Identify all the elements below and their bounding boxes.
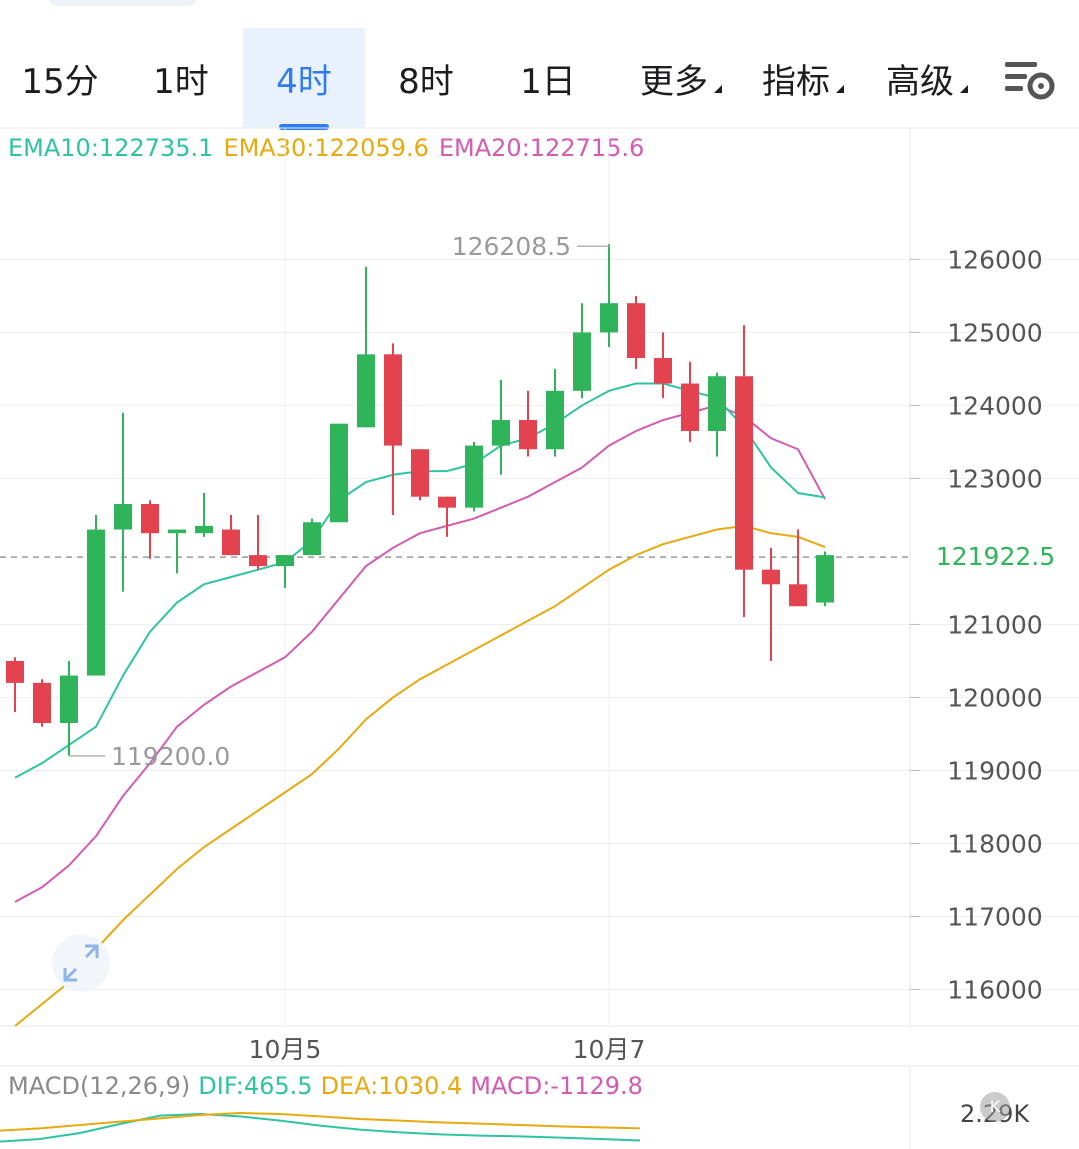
timeframe-tabs: 15分 1时 4时 8时 1日 更多 指标 高级 [0, 28, 1079, 130]
candle-body [492, 420, 510, 446]
candle-body [249, 555, 267, 567]
y-tick-label: 121000 [947, 610, 1042, 639]
candle-body [6, 660, 24, 683]
tab-4h[interactable]: 4时 [243, 28, 365, 130]
candle-body [816, 555, 834, 603]
y-tick-label: 119000 [947, 756, 1042, 785]
y-tick-label: 116000 [947, 975, 1042, 1004]
candle-body [573, 332, 591, 391]
tab-1h[interactable]: 1时 [120, 28, 242, 128]
tab-label: 1日 [520, 61, 576, 102]
candle-body [708, 376, 726, 431]
top-bar-stub [48, 0, 198, 6]
candle-body [357, 354, 375, 428]
ema30-label: EMA30:122059.6 [223, 134, 429, 162]
candle-body [519, 420, 537, 450]
fullscreen-button[interactable] [52, 934, 110, 992]
candle-body [411, 449, 429, 497]
dropdown-caret-icon [836, 85, 844, 93]
y-tick-label: 123000 [947, 464, 1042, 493]
candle-body [276, 555, 294, 567]
candle-body [141, 503, 159, 534]
candle-body [33, 682, 51, 724]
tab-label: 15分 [21, 61, 99, 102]
ema-legend: EMA10:122735.1 EMA30:122059.6 EMA20:122715… [8, 134, 654, 162]
candle-body [546, 390, 564, 450]
candle-body [735, 376, 753, 570]
active-tab-indicator [279, 124, 329, 130]
high-marker-label: 126208.5 [452, 232, 571, 261]
last-price-label: 121922.5 [912, 540, 1079, 574]
macd-params-label: MACD(12,26,9) [8, 1072, 191, 1100]
candle-body [87, 529, 105, 676]
candle-body [654, 357, 672, 384]
y-tick-label: 124000 [947, 391, 1042, 420]
tab-label: 8时 [398, 61, 454, 102]
dropdown-caret-icon [714, 85, 722, 93]
candle-body [330, 423, 348, 523]
y-tick-label: 118000 [947, 829, 1042, 858]
candle-body [681, 383, 699, 431]
chart-settings-button[interactable] [1003, 58, 1057, 102]
x-tick-label: 10月7 [573, 1035, 646, 1064]
candle-body [195, 525, 213, 534]
y-tick-label: 117000 [947, 902, 1042, 931]
candle-body [438, 496, 456, 508]
ema30-line [14, 524, 826, 1027]
candle-body [627, 303, 645, 358]
tab-15m[interactable]: 15分 [0, 28, 120, 128]
tab-indicators[interactable]: 指标 [742, 28, 864, 128]
candle-body [303, 522, 321, 556]
kline-badge[interactable]: K [980, 1092, 1010, 1122]
candle-body [465, 445, 483, 508]
tab-1d[interactable]: 1日 [487, 28, 609, 128]
tab-advanced[interactable]: 高级 [866, 28, 988, 128]
tab-8h[interactable]: 8时 [365, 28, 487, 128]
candle-body [600, 303, 618, 333]
candle-body [762, 569, 780, 585]
ema10-line [14, 382, 826, 779]
macd-dea-line [0, 1111, 641, 1132]
candle-body [789, 584, 807, 607]
macd-dif-label: DIF:465.5 [198, 1072, 313, 1100]
ema20-label: EMA20:122715.6 [438, 134, 645, 162]
tab-label: 指标 [762, 61, 830, 102]
tab-label: 1时 [153, 61, 209, 102]
y-tick-label: 126000 [947, 245, 1042, 274]
tab-more[interactable]: 更多 [620, 28, 742, 128]
macd-legend: MACD(12,26,9) DIF:465.5 DEA:1030.4 MACD:-11… [8, 1072, 651, 1100]
macd-dea-label: DEA:1030.4 [320, 1072, 463, 1100]
y-tick-label: 125000 [947, 318, 1042, 347]
candle-body [168, 529, 186, 534]
tab-label: 高级 [886, 61, 954, 102]
x-tick-label: 10月5 [249, 1035, 322, 1064]
expand-arrows-icon [63, 944, 99, 982]
tab-label: 4时 [276, 61, 332, 102]
tab-label: 更多 [640, 61, 708, 102]
candle-body [114, 503, 132, 530]
ema10-label: EMA10:122735.1 [8, 134, 214, 162]
candle-body [384, 354, 402, 446]
y-tick-label: 120000 [947, 683, 1042, 712]
macd-value-label: MACD:-1129.8 [470, 1072, 643, 1100]
chart-settings-icon [1005, 62, 1055, 100]
candle-body [60, 675, 78, 724]
dropdown-caret-icon [960, 85, 968, 93]
macd-dif-line [0, 1112, 641, 1143]
low-marker-label: 119200.0 [111, 742, 230, 771]
candle-body [222, 529, 240, 556]
